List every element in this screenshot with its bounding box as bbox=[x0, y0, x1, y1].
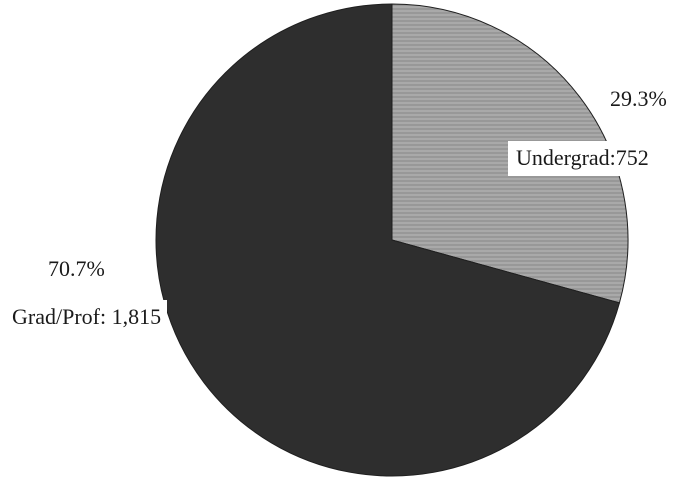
grad-percent-label: 70.7% bbox=[48, 256, 105, 281]
pie-slice-grad-prof bbox=[155, 3, 621, 477]
pie-slices bbox=[155, 3, 629, 477]
grad-value-label: Grad/Prof: 1,815 bbox=[6, 300, 168, 336]
undergrad-percent-label: 29.3% bbox=[610, 86, 667, 111]
undergrad-value-label: Undergrad:752 bbox=[508, 141, 657, 176]
